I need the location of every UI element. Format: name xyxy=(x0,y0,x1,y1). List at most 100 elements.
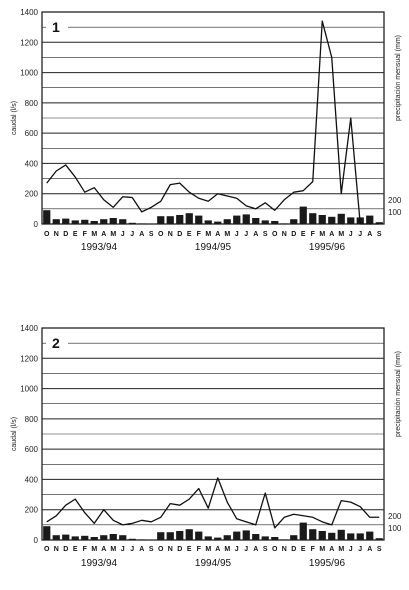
season-label: 1995/96 xyxy=(309,558,346,569)
precip-bar xyxy=(271,537,279,540)
precip-bar xyxy=(223,219,231,224)
precip-bar xyxy=(52,219,60,224)
precip-bar xyxy=(119,535,127,540)
month-tick-label: O xyxy=(44,231,50,238)
precip-bar xyxy=(347,217,355,224)
month-tick-label: E xyxy=(301,546,306,553)
month-tick-label: F xyxy=(83,546,88,553)
precip-bar xyxy=(43,210,51,224)
precip-bar xyxy=(309,213,317,224)
month-tick-label: N xyxy=(168,231,173,238)
y-left-axis-title: caudal (l/s) xyxy=(11,101,18,135)
month-tick-label: E xyxy=(187,231,192,238)
y-right-axis-title: precipitación mensual (mm) xyxy=(395,35,402,121)
precip-bar xyxy=(62,534,70,540)
month-tick-label: J xyxy=(130,546,134,553)
month-tick-label: M xyxy=(91,546,97,553)
month-tick-label: J xyxy=(130,231,134,238)
precip-bar xyxy=(185,213,193,224)
precip-bar xyxy=(195,215,203,224)
precip-bar xyxy=(138,223,146,224)
month-tick-label: N xyxy=(54,546,59,553)
precip-bar xyxy=(90,537,98,540)
month-tick-label: F xyxy=(197,231,202,238)
y-left-axis-title: caudal (l/s) xyxy=(11,417,18,451)
month-tick-label: E xyxy=(301,231,306,238)
precip-bar xyxy=(290,219,298,224)
month-tick-label: D xyxy=(63,546,68,553)
month-tick-label: A xyxy=(329,231,334,238)
precip-bar xyxy=(128,538,136,540)
month-tick-label: A xyxy=(139,231,144,238)
precip-bar xyxy=(138,539,146,540)
month-tick-label: S xyxy=(377,231,382,238)
y-left-tick-label: 1200 xyxy=(20,38,38,47)
precip-bar xyxy=(223,535,231,540)
precip-bar xyxy=(299,522,307,540)
month-tick-label: A xyxy=(215,546,220,553)
month-tick-label: D xyxy=(177,231,182,238)
month-tick-label: D xyxy=(63,231,68,238)
precip-bar xyxy=(366,215,374,224)
month-tick-label: F xyxy=(311,546,316,553)
y-left-tick-label: 1200 xyxy=(20,354,38,363)
precip-bar xyxy=(261,536,269,540)
y-left-tick-label: 800 xyxy=(25,99,39,108)
y-right-tick-label: 100 xyxy=(388,524,402,533)
y-left-tick-label: 600 xyxy=(25,445,39,454)
month-tick-label: O xyxy=(158,231,164,238)
panel-label-bg xyxy=(46,19,68,34)
month-tick-label: J xyxy=(244,546,248,553)
precip-bar xyxy=(90,221,98,224)
month-tick-label: O xyxy=(44,546,50,553)
precip-bar xyxy=(166,532,174,540)
panel-number-label: 1 xyxy=(52,19,60,35)
month-tick-label: M xyxy=(319,546,325,553)
y-left-tick-label: 800 xyxy=(25,415,39,424)
precip-bar xyxy=(347,533,355,540)
precip-bar xyxy=(195,531,203,540)
season-label: 1994/95 xyxy=(195,558,232,569)
month-tick-label: F xyxy=(197,546,202,553)
month-tick-label: M xyxy=(205,231,211,238)
month-tick-label: A xyxy=(101,546,106,553)
precip-bar xyxy=(375,222,383,224)
precip-bar xyxy=(280,223,288,224)
y-right-tick-label: 100 xyxy=(388,208,402,217)
y-right-tick-label: 200 xyxy=(388,196,402,205)
precip-bar xyxy=(109,534,117,540)
precip-bar xyxy=(128,222,136,224)
y-left-tick-label: 600 xyxy=(25,129,39,138)
precip-bar xyxy=(252,534,260,540)
season-label: 1994/95 xyxy=(195,242,232,253)
precip-bar xyxy=(214,221,222,224)
month-tick-label: A xyxy=(253,546,258,553)
precip-bar xyxy=(43,526,51,540)
y-left-tick-label: 1000 xyxy=(20,69,38,78)
y-left-tick-label: 1000 xyxy=(20,385,38,394)
y-left-tick-label: 400 xyxy=(25,475,39,484)
month-tick-label: A xyxy=(139,546,144,553)
y-left-tick-label: 400 xyxy=(25,159,39,168)
y-left-tick-label: 200 xyxy=(25,190,39,199)
month-tick-label: A xyxy=(329,546,334,553)
precip-bar xyxy=(100,219,108,224)
season-label: 1993/94 xyxy=(81,558,118,569)
precip-bar xyxy=(328,216,336,224)
month-tick-label: D xyxy=(177,546,182,553)
precip-bar xyxy=(71,220,79,224)
precip-bar xyxy=(176,531,184,540)
month-tick-label: N xyxy=(168,546,173,553)
precip-bar xyxy=(157,532,165,540)
precip-bar xyxy=(261,220,269,224)
month-tick-label: M xyxy=(338,546,344,553)
panel-label-bg xyxy=(46,335,68,350)
month-tick-label: S xyxy=(149,546,154,553)
precip-bar xyxy=(337,529,345,540)
precip-bar xyxy=(204,220,212,224)
month-tick-label: M xyxy=(205,546,211,553)
month-tick-label: E xyxy=(73,231,78,238)
y-left-tick-label: 200 xyxy=(25,506,39,515)
month-tick-label: M xyxy=(224,231,230,238)
